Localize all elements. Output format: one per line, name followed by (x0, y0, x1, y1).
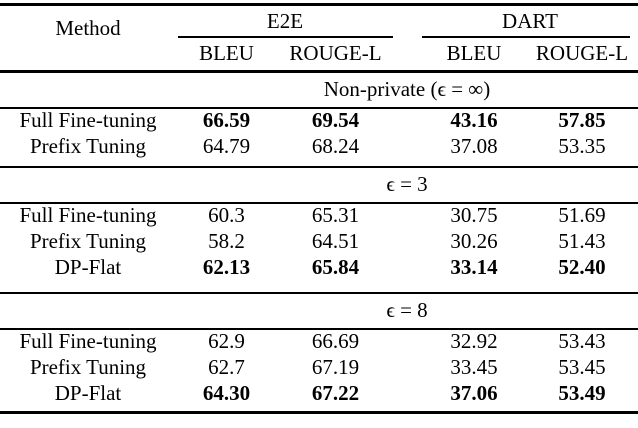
section-label: Non-private (ϵ = ∞) (176, 71, 638, 109)
column-gap (394, 229, 422, 255)
value-cell: 62.7 (208, 354, 245, 379)
value-cell: 53.35 (558, 133, 606, 158)
value-cell: 65.31 (311, 203, 360, 228)
method-cell: DP-Flat (54, 380, 122, 405)
cmidrule-dart (422, 36, 630, 38)
section-non-private: Non-private (ϵ = ∞) Full Fine-tuning 66.… (0, 71, 638, 167)
group-label-dart: DART (502, 9, 558, 34)
column-gap (394, 108, 422, 134)
column-gap (394, 3, 422, 73)
table-row: DP-Flat 62.13 65.84 33.14 52.40 (0, 255, 638, 281)
subheader-dart-bleu: BLEU (422, 37, 526, 73)
table-row: Full Fine-tuning 60.3 65.31 30.75 51.69 (0, 203, 638, 229)
method-cell: Prefix Tuning (29, 133, 147, 158)
section-label: ϵ = 8 (176, 291, 638, 330)
value-cell: 65.84 (311, 254, 360, 279)
value-cell: 58.2 (208, 228, 245, 253)
group-label-e2e: E2E (266, 9, 304, 34)
value-cell: 30.26 (450, 228, 498, 253)
group-header-e2e: E2E (176, 3, 394, 38)
group-header-dart: DART (422, 3, 638, 38)
value-cell: 53.49 (558, 380, 606, 405)
section-padding (0, 406, 638, 414)
value-cell: 67.19 (311, 354, 360, 379)
section-eps-3: ϵ = 3 Full Fine-tuning 60.3 65.31 30.75 … (0, 165, 638, 293)
value-cell: 43.16 (450, 108, 498, 133)
method-cell: Full Fine-tuning (19, 203, 157, 228)
table-row: Prefix Tuning 62.7 67.19 33.45 53.45 (0, 355, 638, 381)
method-cell: Full Fine-tuning (19, 329, 157, 354)
table-row: Prefix Tuning 58.2 64.51 30.26 51.43 (0, 229, 638, 255)
table-header: Method E2E DART BLEU ROUGE-L BLEU ROUGE-… (0, 3, 638, 73)
value-cell: 68.24 (311, 133, 360, 158)
value-cell: 64.30 (202, 380, 251, 405)
section-padding (0, 281, 638, 293)
value-cell: 57.85 (558, 108, 606, 133)
table-row: Prefix Tuning 64.79 68.24 37.08 53.35 (0, 134, 638, 160)
table-row: Full Fine-tuning 66.59 69.54 43.16 57.85 (0, 108, 638, 134)
value-cell: 33.14 (450, 254, 498, 279)
subheader-e2e-bleu: BLEU (176, 37, 277, 73)
section-label-spacer (0, 165, 176, 204)
value-cell: 53.45 (558, 354, 606, 379)
subheader-dart-rouge: ROUGE-L (526, 37, 638, 73)
value-cell: 66.69 (311, 329, 360, 354)
column-gap (394, 255, 422, 281)
value-cell: 67.22 (311, 380, 360, 405)
method-header-label: Method (55, 16, 121, 41)
value-cell: 52.40 (558, 254, 606, 279)
section-label: ϵ = 3 (176, 165, 638, 204)
table-row: Full Fine-tuning 62.9 66.69 32.92 53.43 (0, 329, 638, 355)
table-row: DP-Flat 64.30 67.22 37.06 53.49 (0, 381, 638, 407)
method-cell: Prefix Tuning (29, 354, 147, 379)
section-eps-8: ϵ = 8 Full Fine-tuning 62.9 66.69 32.92 … (0, 291, 638, 414)
value-cell: 64.51 (311, 228, 360, 253)
section-label-spacer (0, 71, 176, 109)
value-cell: 66.59 (202, 108, 251, 133)
value-cell: 51.69 (558, 203, 606, 228)
value-cell: 64.79 (202, 133, 251, 158)
value-cell: 69.54 (311, 108, 360, 133)
value-cell: 30.75 (450, 203, 498, 228)
value-cell: 62.9 (208, 329, 245, 354)
column-gap (394, 134, 422, 160)
results-table: Method E2E DART BLEU ROUGE-L BLEU ROUGE-… (0, 3, 638, 414)
column-gap (394, 355, 422, 381)
column-gap (394, 381, 422, 407)
method-header-cell: Method (0, 3, 176, 73)
value-cell: 32.92 (450, 329, 498, 354)
section-padding (0, 160, 638, 167)
value-cell: 37.08 (450, 133, 498, 158)
method-cell: DP-Flat (54, 254, 122, 279)
column-gap (394, 203, 422, 229)
value-cell: 62.13 (202, 254, 251, 279)
value-cell: 53.43 (558, 329, 606, 354)
column-gap (394, 329, 422, 355)
method-cell: Full Fine-tuning (19, 108, 157, 133)
method-cell: Prefix Tuning (29, 228, 147, 253)
section-label-spacer (0, 291, 176, 330)
cmidrule-e2e (178, 36, 393, 38)
value-cell: 60.3 (208, 203, 245, 228)
subheader-e2e-rouge: ROUGE-L (277, 37, 394, 73)
value-cell: 33.45 (450, 354, 498, 379)
value-cell: 51.43 (558, 228, 606, 253)
value-cell: 37.06 (450, 380, 498, 405)
